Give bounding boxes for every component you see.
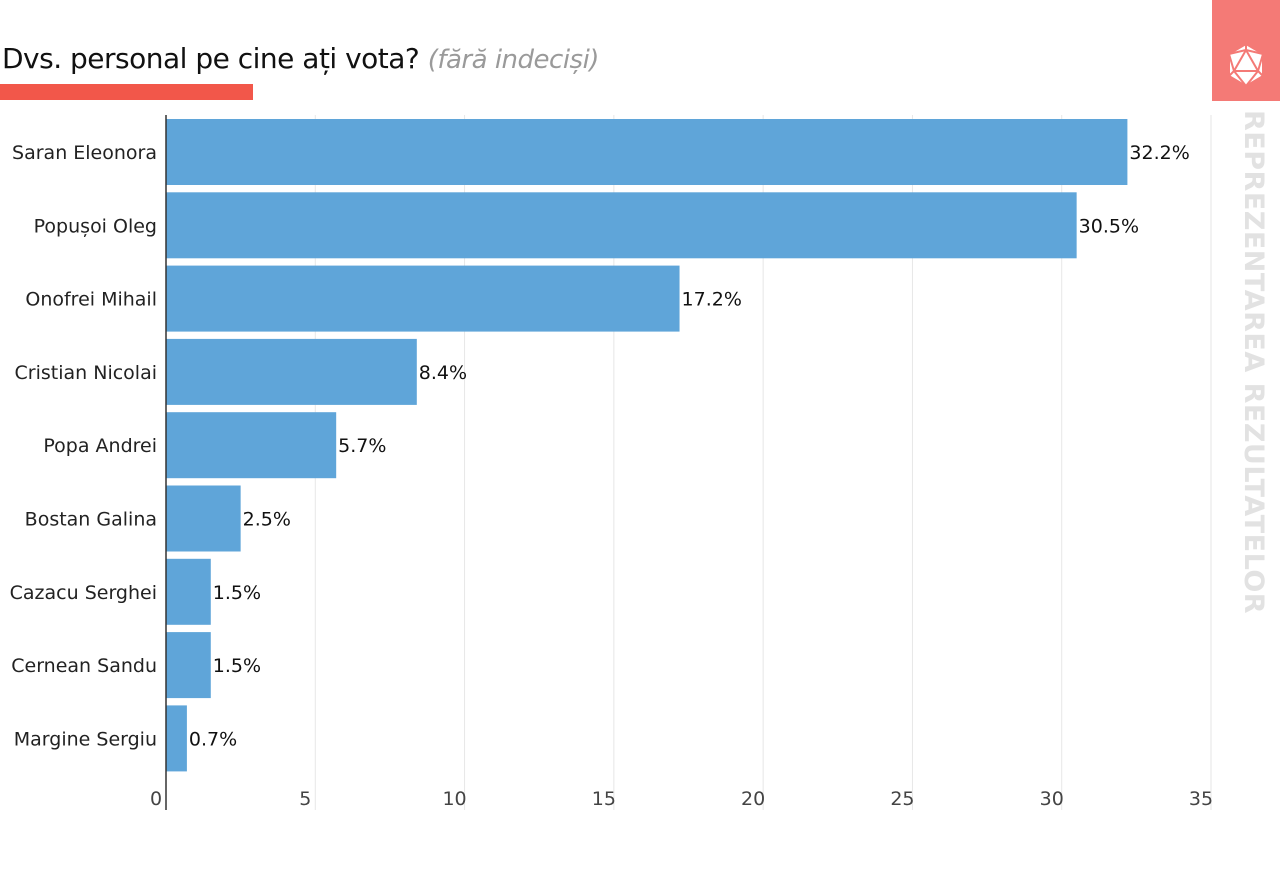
category-label: Cazacu Serghei [10, 582, 157, 604]
bar [166, 412, 337, 479]
data-label: 8.4% [419, 362, 467, 384]
bar [166, 485, 241, 552]
x-tick-label: 25 [890, 788, 914, 810]
data-label: 32.2% [1129, 142, 1189, 164]
data-label: 2.5% [243, 509, 291, 531]
bar [166, 192, 1077, 259]
data-label: 30.5% [1079, 215, 1139, 237]
category-label: Popușoi Oleg [34, 215, 157, 237]
subtitle-text: (fără indeciși) [427, 45, 600, 75]
data-label: 0.7% [189, 728, 237, 750]
bar [166, 705, 187, 772]
x-tick-label: 35 [1189, 788, 1213, 810]
x-tick-label: 5 [299, 788, 311, 810]
x-tick-label: 30 [1040, 788, 1064, 810]
category-label: Cernean Sandu [11, 655, 157, 677]
bar [166, 338, 417, 405]
category-label: Popa Andrei [43, 435, 157, 457]
data-label: 1.5% [213, 655, 261, 677]
title-accent-bar [0, 84, 253, 100]
logo [1212, 0, 1280, 101]
data-label: 5.7% [338, 435, 386, 457]
category-label: Margine Sergiu [14, 728, 157, 750]
x-tick-label: 15 [592, 788, 616, 810]
x-tick-label: 0 [150, 788, 162, 810]
x-tick-label: 20 [741, 788, 765, 810]
title-text: Dvs. personal pe cine ați vota? [2, 42, 420, 75]
chart-title: Dvs. personal pe cine ați vota? (fără in… [2, 42, 599, 75]
bar [166, 265, 680, 332]
data-label: 1.5% [213, 582, 261, 604]
bar [166, 558, 211, 625]
icosahedron-icon [1228, 43, 1264, 87]
category-label: Bostan Galina [25, 509, 157, 531]
category-label: Saran Eleonora [12, 142, 157, 164]
category-label: Onofrei Mihail [25, 289, 157, 311]
bar [166, 632, 211, 699]
x-tick-label: 10 [442, 788, 466, 810]
category-label: Cristian Nicolai [15, 362, 157, 384]
bar [166, 119, 1128, 185]
data-label: 17.2% [682, 289, 742, 311]
